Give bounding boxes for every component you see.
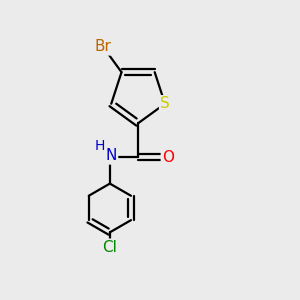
Text: O: O [162,150,174,165]
Text: Cl: Cl [102,240,117,255]
Text: Br: Br [95,39,112,54]
Text: H: H [94,139,105,153]
Text: S: S [160,96,170,111]
Text: N: N [106,148,117,164]
